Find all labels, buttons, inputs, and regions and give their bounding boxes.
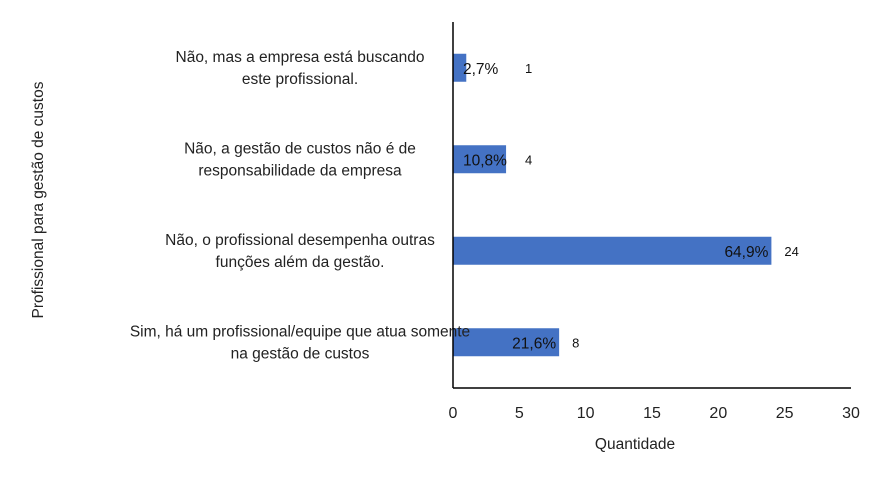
x-tick-label-4: 20 [709,405,727,422]
x-tick-label-5: 25 [776,405,794,422]
x-tick-label-0: 0 [449,405,458,422]
bar-1 [453,145,507,174]
x-tick-label-2: 10 [577,405,595,422]
axes-layer: 0 5 10 15 20 25 30 [449,22,860,422]
x-axis-title: Quantidade [595,436,675,453]
bar-percent-label-1: 10,8% [463,152,507,169]
bar-0 [453,53,467,82]
x-tick-label-3: 15 [643,405,661,422]
category-label-3-line-1: na gestão de custos [231,345,370,362]
labels-layer: 2,7% 1 Não, mas a empresa está buscando est… [130,49,799,363]
x-tick-label-6: 30 [842,405,860,422]
category-label-3-line-0: Sim, há um profissional/equipe que atua … [130,323,470,340]
bar-percent-label-2: 64,9% [724,244,768,261]
bars-layer [453,53,772,357]
y-axis-title: Profissional para gestão de custos [30,81,47,318]
bar-2 [453,236,772,265]
bar-value-label-2: 24 [784,244,798,259]
x-tick-label-1: 5 [515,405,524,422]
bar-percent-label-0: 2,7% [463,61,499,78]
category-label-1-line-0: Não, a gestão de custos não é de [184,140,416,157]
category-label-0-line-1: este profissional. [242,71,358,88]
category-label-2-line-1: funções além da gestão. [216,254,385,271]
category-label-1-line-1: responsabilidade da empresa [198,162,402,179]
bar-percent-label-3: 21,6% [512,335,556,352]
bar-value-label-1: 4 [525,152,532,167]
bar-3 [453,328,560,357]
bar-value-label-3: 8 [572,335,579,350]
bar-value-label-0: 1 [525,61,532,76]
category-label-2-line-0: Não, o profissional desempenha outras [165,232,435,249]
category-label-0-line-0: Não, mas a empresa está buscando [176,49,425,66]
